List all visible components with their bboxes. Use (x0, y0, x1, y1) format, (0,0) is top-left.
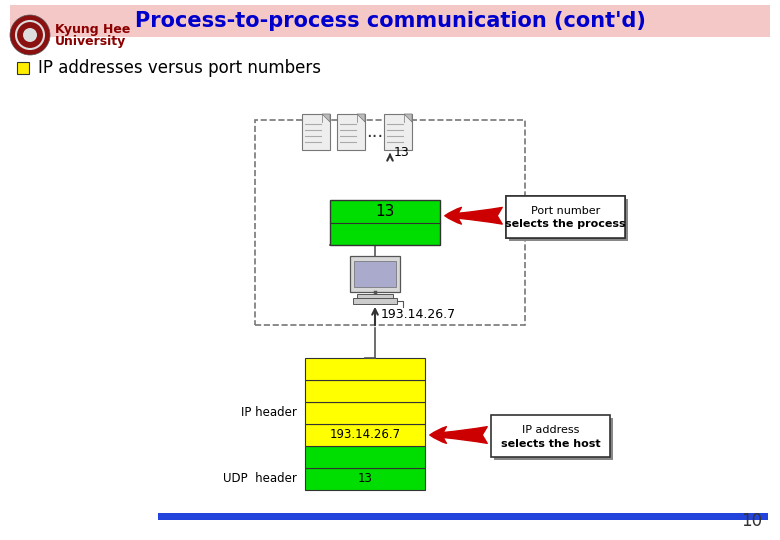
Polygon shape (357, 114, 365, 122)
Text: 13: 13 (375, 204, 395, 219)
Bar (158, 513, 768, 520)
FancyBboxPatch shape (494, 418, 613, 460)
Bar (353, 298, 397, 304)
Bar (305, 402, 425, 424)
Bar (384, 114, 412, 150)
Text: IP address: IP address (522, 426, 580, 435)
Bar (305, 380, 425, 402)
Bar (10, 5, 770, 37)
Text: IP addresses versus port numbers: IP addresses versus port numbers (38, 59, 321, 77)
Text: ...: ... (367, 123, 384, 141)
Bar (302, 114, 330, 150)
Bar (354, 261, 396, 287)
Bar (330, 200, 440, 245)
Polygon shape (404, 114, 412, 122)
Text: Kyung Hee: Kyung Hee (55, 23, 130, 36)
Text: 10: 10 (741, 512, 762, 530)
Bar (305, 424, 425, 446)
Bar (357, 294, 393, 298)
Text: UDP  header: UDP header (223, 472, 297, 485)
Text: IP header: IP header (241, 407, 297, 420)
Bar (305, 358, 425, 380)
Circle shape (23, 28, 37, 42)
Bar (350, 256, 400, 292)
Text: 193.14.26.7: 193.14.26.7 (381, 307, 456, 321)
Text: selects the host: selects the host (501, 438, 601, 449)
Text: 13: 13 (394, 146, 410, 159)
Text: University: University (55, 35, 126, 48)
Bar (255, 120, 525, 325)
Circle shape (10, 15, 50, 55)
FancyBboxPatch shape (491, 415, 610, 457)
Text: selects the process: selects the process (505, 219, 626, 230)
Text: 193.14.26.7: 193.14.26.7 (329, 429, 401, 442)
Text: 13: 13 (357, 472, 372, 485)
Bar (17, 62, 29, 74)
Bar (305, 446, 425, 468)
Text: Port number: Port number (531, 206, 600, 216)
Polygon shape (322, 114, 330, 122)
Bar (305, 468, 425, 490)
FancyBboxPatch shape (509, 199, 628, 241)
FancyBboxPatch shape (506, 195, 625, 238)
Bar (337, 114, 365, 150)
Text: Process-to-process communication (cont'd): Process-to-process communication (cont'd… (135, 11, 645, 31)
